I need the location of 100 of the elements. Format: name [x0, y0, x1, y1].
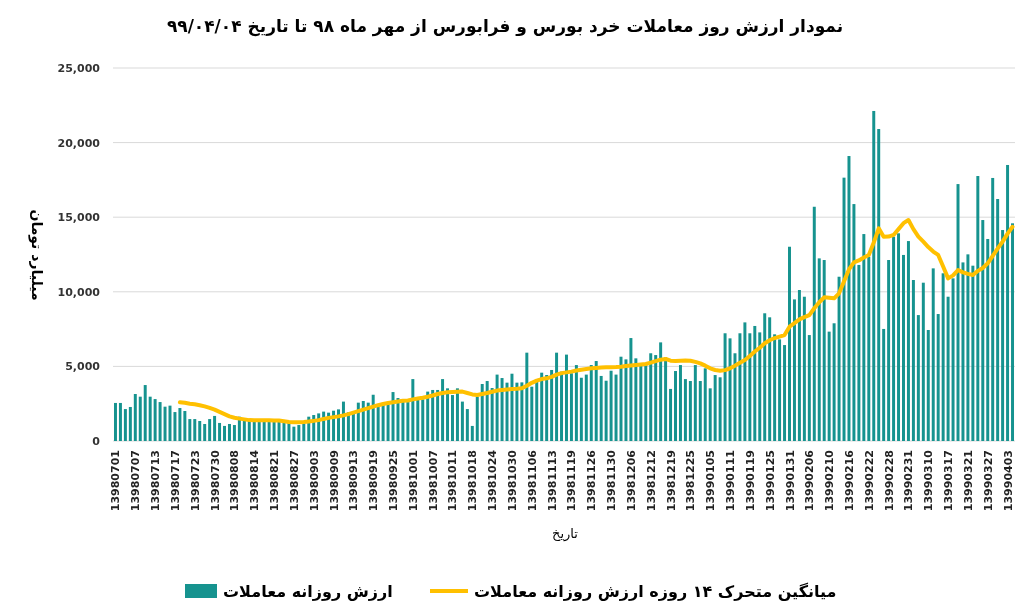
bar	[267, 420, 271, 441]
x-tick-label: 13981011	[446, 450, 460, 512]
bar	[708, 388, 712, 441]
bar	[599, 375, 603, 441]
bar	[148, 396, 152, 441]
bar	[579, 377, 583, 441]
x-tick-label: 13990105	[704, 450, 718, 512]
bar	[133, 394, 137, 441]
bar	[986, 238, 990, 441]
bar	[361, 401, 365, 441]
bar	[951, 278, 955, 441]
bar	[163, 406, 167, 441]
x-tick-label: 13981225	[684, 450, 698, 512]
bar	[138, 396, 142, 441]
bar	[802, 296, 806, 441]
bar	[515, 382, 519, 441]
x-tick-label: 13990231	[902, 450, 916, 512]
bar	[897, 233, 901, 441]
x-tick-label: 13981119	[565, 450, 579, 512]
x-tick-label: 13990228	[882, 450, 896, 512]
bar	[203, 423, 207, 441]
y-tick-label: 10,000	[57, 285, 101, 299]
bar	[961, 262, 965, 441]
bar	[371, 394, 375, 441]
bar	[535, 379, 539, 441]
chart-title: نمودار ارزش روز معاملات خرد بورس و فرابورس از مهر ماه ۹۸ تا تاریخ ۹۹/۰۴/۰۴	[166, 16, 844, 37]
x-tick-label: 13980913	[347, 450, 361, 512]
x-tick-label: 13980919	[367, 450, 381, 512]
bar	[213, 415, 217, 441]
bar	[564, 354, 568, 441]
bar	[441, 379, 445, 441]
x-tick-label: 13990131	[783, 450, 797, 512]
bar	[807, 335, 811, 441]
x-tick-label: 13990119	[743, 450, 757, 512]
bar	[510, 373, 514, 441]
bar	[227, 423, 231, 441]
line-series	[177, 218, 1015, 425]
bar	[128, 406, 132, 441]
bar	[678, 365, 682, 441]
bar	[743, 322, 747, 441]
bar	[832, 323, 836, 441]
bar	[797, 290, 801, 441]
bar	[431, 389, 435, 441]
bar	[416, 399, 420, 441]
bar	[817, 258, 821, 441]
bar	[545, 375, 549, 441]
bar	[718, 377, 722, 441]
y-tick-label: 0	[92, 435, 101, 448]
bar	[778, 339, 782, 441]
x-tick-label: 13990310	[922, 449, 936, 512]
bar	[604, 380, 608, 441]
bar	[763, 313, 767, 441]
legend-label: ارزش روزانه معاملات	[223, 582, 393, 601]
bar	[902, 254, 905, 441]
bar	[232, 425, 236, 441]
bar	[530, 386, 534, 441]
bar	[470, 425, 474, 441]
bar	[827, 331, 831, 441]
x-tick-label: 13981024	[486, 449, 500, 512]
bar	[887, 260, 891, 441]
bar	[946, 296, 950, 441]
bar	[446, 388, 450, 441]
bar	[282, 420, 286, 441]
x-axis-title: تاریخ	[552, 526, 579, 542]
bar	[411, 379, 415, 441]
bar	[882, 328, 886, 441]
bar	[218, 422, 222, 441]
bar	[644, 365, 648, 441]
bar	[118, 402, 122, 441]
bar	[624, 359, 628, 441]
x-tick-label: 13981212	[644, 450, 658, 512]
x-tick-label: 13981001	[406, 450, 420, 512]
bar	[1011, 223, 1015, 441]
bar	[674, 371, 677, 441]
bar	[272, 420, 276, 441]
bar	[158, 402, 162, 441]
bar	[926, 330, 930, 441]
bar	[113, 402, 117, 441]
bar	[916, 315, 920, 441]
x-tick-label: 13980723	[188, 450, 202, 512]
x-tick-label: 13980909	[327, 450, 341, 512]
x-tick-label: 13990206	[803, 449, 817, 512]
bar	[877, 129, 881, 441]
bar	[837, 276, 841, 441]
x-tick-label: 13981130	[605, 449, 619, 512]
bar	[198, 421, 202, 441]
bar	[569, 373, 573, 441]
x-tick-label: 13990125	[763, 450, 777, 512]
bar	[465, 409, 469, 441]
bar	[639, 365, 643, 441]
bar	[783, 345, 787, 441]
bar	[669, 388, 673, 441]
x-tick-label: 13981126	[585, 449, 599, 512]
bar	[475, 396, 479, 441]
x-tick-label: 13980707	[129, 450, 143, 512]
bar	[540, 372, 544, 441]
bar	[723, 333, 727, 441]
bar	[634, 358, 638, 441]
x-tick-label: 13990327	[981, 450, 995, 512]
bar	[728, 338, 732, 441]
